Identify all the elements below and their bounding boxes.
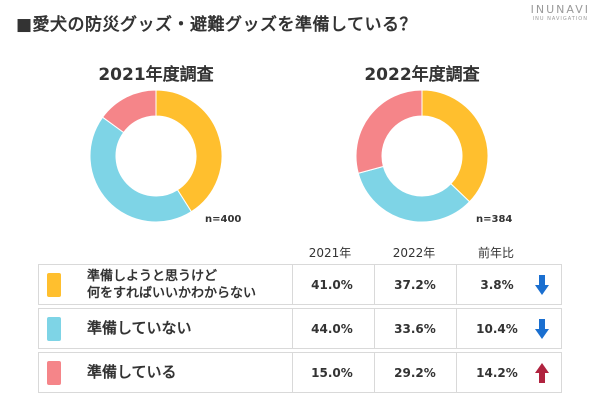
legend-swatch-blue (47, 317, 61, 341)
page-title: ■愛犬の防災グッズ・避難グッズを準備している？ (16, 15, 418, 35)
column-header-2022: 2022年 (392, 246, 436, 260)
down-arrow-icon (535, 275, 549, 295)
row-label: 準備している (87, 353, 317, 392)
table-row-not-prepared: 準備していない 44.0% 33.6% 10.4% (38, 308, 562, 349)
donut-slice-1 (357, 165, 471, 223)
row-label-line2: 何をすればいいかわからない (87, 285, 257, 301)
column-divider (456, 265, 457, 304)
legend-swatch-pink (47, 361, 61, 385)
column-divider (374, 309, 375, 348)
down-arrow-icon (535, 319, 549, 339)
donut-slice-2 (355, 89, 423, 174)
table-row-prepared: 準備している 15.0% 29.2% 14.2% (38, 352, 562, 393)
column-divider (292, 353, 293, 392)
chart-2021-title: 2021年度調査 (98, 65, 214, 85)
value-2021: 15.0% (311, 365, 353, 380)
sample-size-2021: n=400 (205, 214, 242, 225)
donut-slice-1 (89, 116, 193, 223)
value-2021: 41.0% (311, 277, 353, 292)
donut-slice-2 (101, 89, 157, 134)
value-change: 10.4% (476, 321, 518, 336)
column-divider (374, 265, 375, 304)
column-header-change: 前年比 (477, 246, 514, 260)
value-change: 14.2% (476, 365, 518, 380)
logo-sub-text: INU NAVIGATION (532, 16, 588, 22)
column-header-2021: 2021年 (308, 246, 352, 260)
column-divider (456, 309, 457, 348)
logo-main-text: INUNAVI (530, 3, 590, 16)
column-divider (292, 309, 293, 348)
row-label: 準備していない (87, 309, 317, 348)
row-label-line1: 準備していない (87, 319, 192, 337)
donut-slice-0 (155, 89, 223, 213)
value-2022: 33.6% (394, 321, 436, 336)
donut-slice-0 (421, 89, 489, 203)
value-2021: 44.0% (311, 321, 353, 336)
inunavi-logo: INUNAVI INU NAVIGATION (531, 4, 590, 23)
value-change: 3.8% (480, 277, 514, 292)
row-label-line1: 準備しようと思うけど (87, 268, 218, 284)
table-row-unsure: 準備しようと思うけど 何をすればいいかわからない 41.0% 37.2% 3.8… (38, 264, 562, 305)
row-label-line1: 準備している (87, 363, 177, 381)
chart-2022-title: 2022年度調査 (364, 65, 480, 85)
legend-swatch-orange (47, 273, 61, 297)
donut-chart-2022 (355, 89, 489, 223)
sample-size-2022: n=384 (476, 214, 513, 225)
value-2022: 29.2% (394, 365, 436, 380)
column-divider (292, 265, 293, 304)
column-divider (456, 353, 457, 392)
up-arrow-icon (535, 363, 549, 383)
row-label: 準備しようと思うけど 何をすればいいかわからない (87, 265, 317, 304)
value-2022: 37.2% (394, 277, 436, 292)
donut-chart-2021 (89, 89, 223, 223)
column-divider (374, 353, 375, 392)
